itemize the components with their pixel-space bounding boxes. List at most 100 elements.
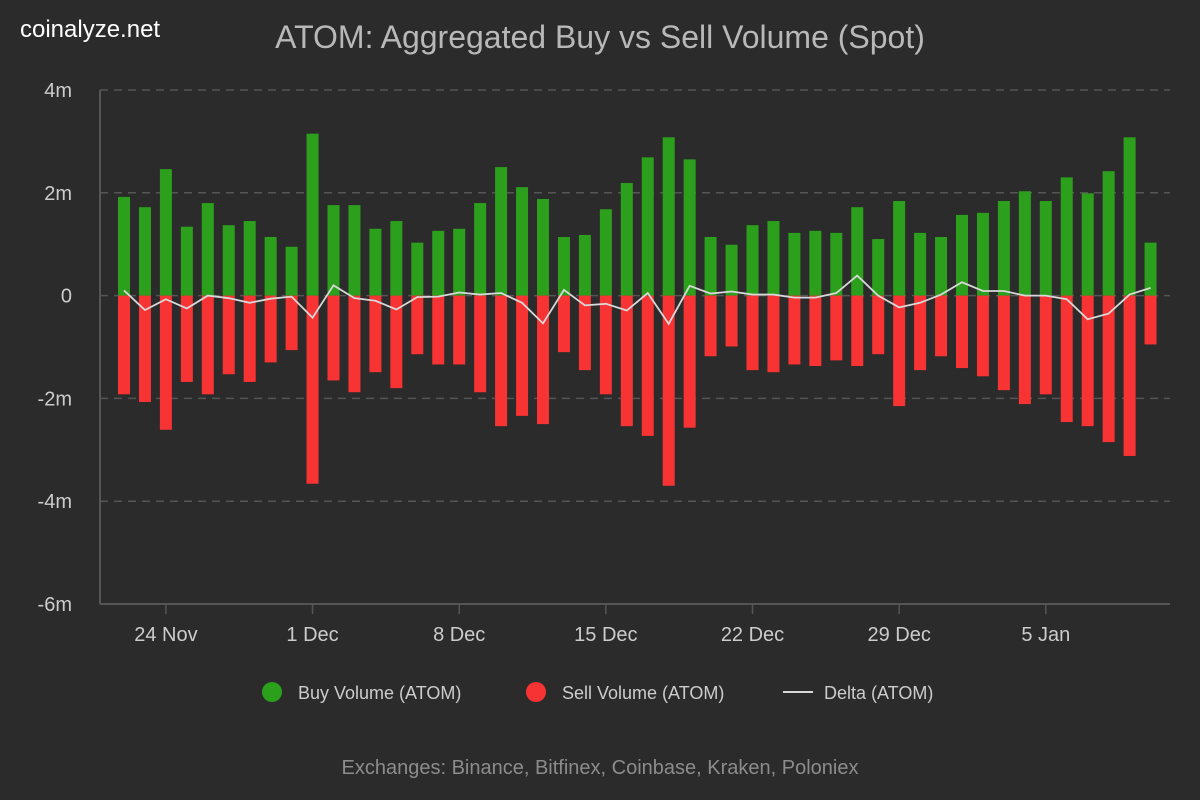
sell-volume-bar bbox=[704, 295, 717, 357]
sell-volume-bar bbox=[537, 295, 549, 425]
sell-volume-bar bbox=[118, 295, 130, 395]
sell-volume-bar bbox=[159, 295, 172, 430]
sell-volume-bar bbox=[872, 295, 885, 355]
sell-volume-bar bbox=[830, 295, 843, 361]
sell-volume-bar bbox=[997, 295, 1010, 391]
buy-volume-bar bbox=[1081, 193, 1094, 296]
buy-volume-bar bbox=[1123, 137, 1136, 296]
sell-volume-bar bbox=[976, 295, 989, 377]
buy-volume-bar bbox=[327, 205, 340, 296]
sell-volume-bar bbox=[935, 295, 948, 357]
sell-volume-bar bbox=[411, 295, 424, 355]
buy-volume-bar bbox=[1060, 177, 1073, 296]
buy-volume-bar bbox=[997, 201, 1010, 296]
brand-logo-text: coinalyze.net bbox=[20, 16, 161, 43]
buy-volume-bar bbox=[725, 244, 738, 296]
buy-volume-bar bbox=[285, 246, 298, 296]
legend-dot-icon bbox=[262, 682, 282, 702]
buy-volume-bar bbox=[159, 169, 172, 296]
buy-volume-bar bbox=[704, 237, 717, 296]
sell-volume-bar bbox=[348, 295, 361, 393]
buy-volume-bar bbox=[390, 221, 403, 296]
sell-volume-bar bbox=[767, 295, 780, 373]
buy-volume-bar bbox=[935, 237, 948, 296]
sell-volume-bar bbox=[1102, 295, 1115, 443]
sell-volume-bar bbox=[306, 295, 319, 484]
sell-volume-bar bbox=[243, 295, 256, 382]
buy-volume-bar bbox=[180, 226, 193, 296]
buy-volume-bar bbox=[557, 237, 570, 296]
buy-volume-bar bbox=[599, 209, 612, 296]
buy-volume-bar bbox=[243, 221, 256, 296]
sell-volume-bar bbox=[620, 295, 633, 427]
buy-volume-bar bbox=[620, 183, 633, 296]
x-tick-label: 24 Nov bbox=[134, 624, 197, 646]
buy-volume-bar bbox=[956, 214, 968, 296]
buy-volume-bar bbox=[264, 237, 277, 296]
buy-volume-bar bbox=[432, 230, 445, 296]
buy-volume-bar bbox=[683, 159, 696, 296]
x-tick-label: 5 Jan bbox=[1021, 624, 1070, 646]
buy-volume-bar bbox=[306, 133, 319, 296]
sell-volume-bar bbox=[893, 295, 906, 407]
sell-volume-bar bbox=[1144, 295, 1157, 345]
buy-volume-bar bbox=[516, 187, 529, 296]
x-tick-label: 22 Dec bbox=[721, 624, 784, 646]
buy-volume-bar bbox=[578, 234, 591, 296]
buy-volume-bar bbox=[662, 137, 675, 296]
sell-volume-bar bbox=[557, 295, 570, 353]
buy-volume-bar bbox=[872, 239, 885, 296]
x-tick-label: 8 Dec bbox=[433, 624, 485, 646]
buy-volume-bar bbox=[369, 228, 382, 296]
sell-volume-bar bbox=[1018, 295, 1031, 405]
y-tick-label: -6m bbox=[38, 594, 72, 616]
buy-volume-bar bbox=[746, 225, 759, 296]
sell-volume-bar bbox=[851, 295, 864, 367]
sell-volume-bar bbox=[788, 295, 801, 365]
buy-volume-bar bbox=[851, 207, 864, 296]
sell-volume-bar bbox=[725, 295, 738, 347]
sell-volume-bar bbox=[599, 295, 612, 395]
sell-volume-bar bbox=[495, 295, 508, 427]
sell-volume-bar bbox=[222, 295, 235, 375]
x-tick-label: 15 Dec bbox=[574, 624, 637, 646]
buy-volume-bar bbox=[1039, 201, 1052, 296]
sell-volume-bar bbox=[516, 295, 529, 416]
buy-volume-bar bbox=[788, 232, 801, 296]
sell-volume-bar bbox=[201, 295, 214, 395]
sell-volume-bar bbox=[641, 295, 654, 436]
buy-volume-bar bbox=[893, 201, 906, 296]
buy-volume-bar bbox=[767, 221, 780, 296]
legend-dot-icon bbox=[526, 682, 546, 702]
sell-volume-bar bbox=[809, 295, 822, 367]
legend-label: Buy Volume (ATOM) bbox=[298, 683, 461, 703]
sell-volume-bar bbox=[1123, 295, 1136, 456]
x-tick-label: 1 Dec bbox=[286, 624, 338, 646]
buy-volume-bar bbox=[1144, 242, 1157, 296]
buy-volume-bar bbox=[411, 242, 424, 296]
buy-volume-bar bbox=[201, 203, 214, 296]
sell-volume-bar bbox=[683, 295, 696, 428]
y-tick-label: -2m bbox=[38, 388, 72, 410]
y-tick-label: 2m bbox=[44, 183, 72, 205]
sell-volume-bar bbox=[474, 295, 487, 393]
buy-volume-bar bbox=[537, 198, 549, 296]
buy-volume-bar bbox=[453, 228, 466, 296]
legend-label: Sell Volume (ATOM) bbox=[562, 683, 724, 703]
buy-volume-bar bbox=[914, 232, 927, 296]
sell-volume-bar bbox=[264, 295, 277, 363]
sell-volume-bar bbox=[746, 295, 759, 371]
sell-volume-bar bbox=[578, 295, 591, 371]
sell-volume-bar bbox=[956, 295, 968, 369]
buy-volume-bar bbox=[830, 232, 843, 296]
delta-line bbox=[123, 274, 1151, 326]
sell-volume-bar bbox=[453, 295, 466, 365]
sell-volume-bar bbox=[327, 295, 340, 381]
buy-volume-bar bbox=[1102, 171, 1115, 296]
buy-volume-bar bbox=[641, 157, 654, 296]
sell-volume-bar bbox=[1039, 295, 1052, 395]
buy-volume-bar bbox=[222, 225, 235, 296]
sell-volume-bar bbox=[390, 295, 403, 389]
y-tick-label: -4m bbox=[38, 491, 72, 513]
